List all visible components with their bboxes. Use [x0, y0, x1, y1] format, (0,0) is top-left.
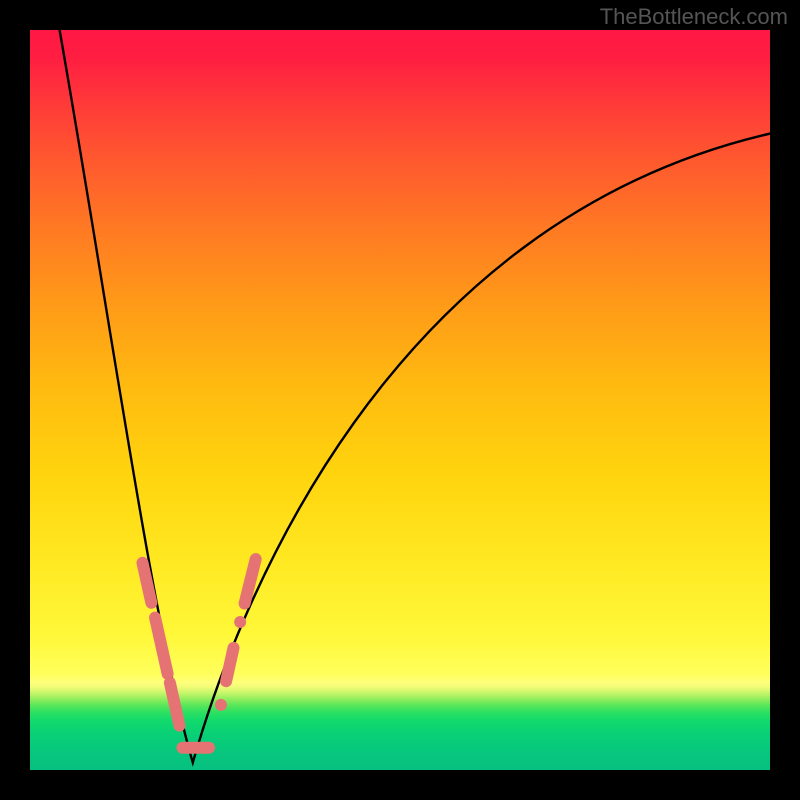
watermark-text: TheBottleneck.com — [600, 4, 788, 30]
gradient-plot-background — [30, 30, 770, 770]
marker-circle — [234, 616, 246, 628]
bottleneck-chart — [0, 0, 800, 800]
marker-capsule — [226, 648, 233, 681]
marker-circle — [215, 699, 227, 711]
